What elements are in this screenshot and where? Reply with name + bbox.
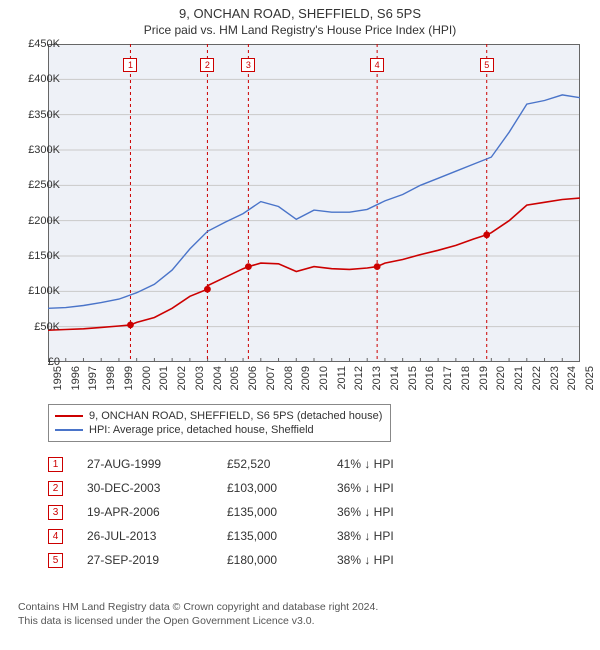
chart-legend: 9, ONCHAN ROAD, SHEFFIELD, S6 5PS (detac… (48, 404, 391, 442)
sale-index-badge: 5 (48, 553, 63, 568)
x-axis-label: 2009 (300, 366, 312, 390)
sale-date: 27-AUG-1999 (87, 457, 227, 471)
x-axis-label: 2014 (389, 366, 401, 390)
x-axis-label: 2007 (265, 366, 277, 390)
x-axis-label: 1998 (105, 366, 117, 390)
x-axis-label: 2023 (549, 366, 561, 390)
sale-hpi-diff: 36% ↓ HPI (337, 505, 447, 519)
x-axis-label: 2010 (318, 366, 330, 390)
table-row: 4 26-JUL-2013£135,00038% ↓ HPI (48, 524, 447, 548)
sale-date: 27-SEP-2019 (87, 553, 227, 567)
table-row: 1 27-AUG-1999£52,52041% ↓ HPI (48, 452, 447, 476)
y-axis-label: £400K (14, 73, 60, 85)
sale-hpi-diff: 36% ↓ HPI (337, 481, 447, 495)
legend-item: 9, ONCHAN ROAD, SHEFFIELD, S6 5PS (detac… (55, 409, 382, 423)
x-axis-label: 1996 (70, 366, 82, 390)
sale-price: £135,000 (227, 529, 337, 543)
x-axis-label: 1995 (52, 366, 64, 390)
sale-hpi-diff: 38% ↓ HPI (337, 553, 447, 567)
y-axis-label: £300K (14, 144, 60, 156)
page-subtitle: Price paid vs. HM Land Registry's House … (0, 23, 600, 37)
x-axis-label: 2000 (141, 366, 153, 390)
sale-price: £180,000 (227, 553, 337, 567)
legend-label: HPI: Average price, detached house, Shef… (89, 424, 314, 436)
x-axis-label: 2012 (353, 366, 365, 390)
sale-index-badge: 1 (48, 457, 63, 472)
x-axis-label: 2020 (495, 366, 507, 390)
sale-hpi-diff: 41% ↓ HPI (337, 457, 447, 471)
y-axis-label: £50K (14, 321, 60, 333)
x-axis-label: 2024 (566, 366, 578, 390)
x-axis-label: 2021 (513, 366, 525, 390)
legend-swatch (55, 415, 83, 417)
sale-marker-badge: 5 (480, 58, 494, 72)
sale-price: £52,520 (227, 457, 337, 471)
legend-swatch (55, 429, 83, 431)
x-axis-label: 1999 (123, 366, 135, 390)
sale-price: £103,000 (227, 481, 337, 495)
y-axis-label: £100K (14, 285, 60, 297)
x-axis-label: 2002 (176, 366, 188, 390)
sale-index-badge: 3 (48, 505, 63, 520)
x-axis-label: 2006 (247, 366, 259, 390)
x-axis-label: 2005 (229, 366, 241, 390)
x-axis-label: 2001 (158, 366, 170, 390)
table-row: 5 27-SEP-2019£180,00038% ↓ HPI (48, 548, 447, 572)
y-axis-label: £350K (14, 109, 60, 121)
sale-marker-badge: 2 (200, 58, 214, 72)
x-axis-label: 2015 (407, 366, 419, 390)
sale-date: 19-APR-2006 (87, 505, 227, 519)
x-axis-label: 2013 (371, 366, 383, 390)
x-axis-label: 2016 (424, 366, 436, 390)
chart-svg (48, 44, 580, 362)
footer-line-1: Contains HM Land Registry data © Crown c… (18, 600, 378, 614)
x-axis-label: 2004 (212, 366, 224, 390)
y-axis-label: £450K (14, 38, 60, 50)
sale-marker-badge: 3 (241, 58, 255, 72)
table-row: 3 19-APR-2006£135,00036% ↓ HPI (48, 500, 447, 524)
price-chart (48, 44, 580, 362)
sale-marker-badge: 4 (370, 58, 384, 72)
x-axis-label: 2025 (584, 366, 596, 390)
sales-table: 1 27-AUG-1999£52,52041% ↓ HPI 2 30-DEC-2003… (48, 452, 447, 572)
y-axis-label: £250K (14, 179, 60, 191)
sale-date: 30-DEC-2003 (87, 481, 227, 495)
table-row: 2 30-DEC-2003£103,00036% ↓ HPI (48, 476, 447, 500)
sale-index-badge: 4 (48, 529, 63, 544)
x-axis-label: 2003 (194, 366, 206, 390)
page-title: 9, ONCHAN ROAD, SHEFFIELD, S6 5PS (0, 6, 600, 21)
x-axis-label: 2017 (442, 366, 454, 390)
x-axis-label: 2018 (460, 366, 472, 390)
x-axis-label: 2008 (283, 366, 295, 390)
attribution-footer: Contains HM Land Registry data © Crown c… (18, 600, 378, 628)
y-axis-label: £200K (14, 215, 60, 227)
x-axis-label: 2022 (531, 366, 543, 390)
sale-hpi-diff: 38% ↓ HPI (337, 529, 447, 543)
sale-index-badge: 2 (48, 481, 63, 496)
sale-date: 26-JUL-2013 (87, 529, 227, 543)
y-axis-label: £150K (14, 250, 60, 262)
legend-label: 9, ONCHAN ROAD, SHEFFIELD, S6 5PS (detac… (89, 410, 382, 422)
x-axis-label: 1997 (87, 366, 99, 390)
legend-item: HPI: Average price, detached house, Shef… (55, 423, 382, 437)
footer-line-2: This data is licensed under the Open Gov… (18, 614, 378, 628)
sale-price: £135,000 (227, 505, 337, 519)
x-axis-label: 2011 (336, 366, 348, 390)
sale-marker-badge: 1 (123, 58, 137, 72)
x-axis-label: 2019 (478, 366, 490, 390)
